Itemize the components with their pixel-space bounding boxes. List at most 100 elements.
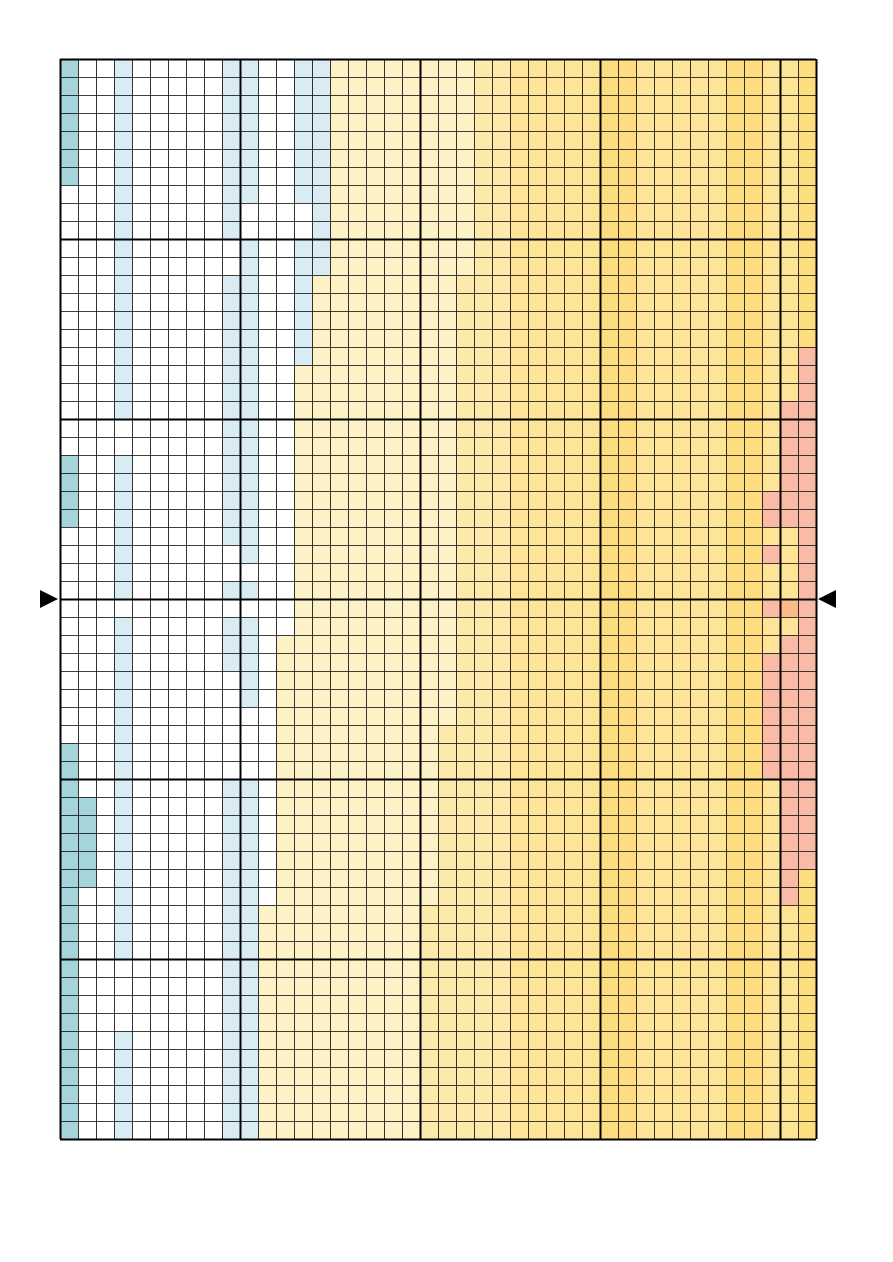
stitch-cell xyxy=(510,905,528,923)
stitch-cell xyxy=(96,1013,114,1031)
stitch-cell xyxy=(312,599,330,617)
stitch-cell xyxy=(798,977,816,995)
stitch-cell xyxy=(636,941,654,959)
stitch-cell xyxy=(258,275,276,293)
stitch-cell xyxy=(276,1013,294,1031)
stitch-cell xyxy=(348,527,366,545)
stitch-cell xyxy=(132,149,150,167)
stitch-cell xyxy=(546,59,564,77)
stitch-cell xyxy=(708,167,726,185)
stitch-cell xyxy=(132,419,150,437)
stitch-cell xyxy=(348,167,366,185)
stitch-cell xyxy=(258,401,276,419)
stitch-cell xyxy=(96,131,114,149)
stitch-cell xyxy=(510,275,528,293)
stitch-cell xyxy=(240,59,258,77)
stitch-cell xyxy=(168,1085,186,1103)
stitch-cell xyxy=(654,365,672,383)
stitch-cell xyxy=(420,815,438,833)
stitch-cell xyxy=(78,815,96,833)
stitch-cell xyxy=(798,851,816,869)
stitch-cell xyxy=(294,923,312,941)
stitch-cell xyxy=(492,869,510,887)
stitch-cell xyxy=(150,1121,168,1139)
stitch-cell xyxy=(114,131,132,149)
stitch-cell xyxy=(366,1049,384,1067)
stitch-cell xyxy=(420,725,438,743)
stitch-cell xyxy=(204,1031,222,1049)
stitch-cell xyxy=(492,671,510,689)
stitch-cell xyxy=(150,581,168,599)
stitch-cell xyxy=(708,95,726,113)
stitch-cell xyxy=(582,959,600,977)
stitch-cell xyxy=(474,347,492,365)
stitch-cell xyxy=(258,563,276,581)
stitch-cell xyxy=(708,1085,726,1103)
stitch-cell xyxy=(384,617,402,635)
stitch-cell xyxy=(312,905,330,923)
stitch-cell xyxy=(456,149,474,167)
stitch-cell xyxy=(402,437,420,455)
stitch-cell xyxy=(474,401,492,419)
stitch-cell xyxy=(492,1067,510,1085)
stitch-cell xyxy=(636,185,654,203)
stitch-cell xyxy=(186,995,204,1013)
stitch-cell xyxy=(744,95,762,113)
stitch-cell xyxy=(744,617,762,635)
stitch-cell xyxy=(366,833,384,851)
stitch-cell xyxy=(276,113,294,131)
stitch-cell xyxy=(348,563,366,581)
stitch-cell xyxy=(60,833,78,851)
stitch-cell xyxy=(438,725,456,743)
stitch-cell xyxy=(240,869,258,887)
stitch-cell xyxy=(618,545,636,563)
stitch-cell xyxy=(492,1013,510,1031)
stitch-cell xyxy=(240,491,258,509)
stitch-cell xyxy=(168,383,186,401)
stitch-cell xyxy=(114,1121,132,1139)
stitch-cell xyxy=(384,491,402,509)
stitch-cell xyxy=(222,599,240,617)
stitch-cell xyxy=(600,131,618,149)
stitch-cell xyxy=(636,455,654,473)
stitch-cell xyxy=(582,383,600,401)
stitch-cell xyxy=(132,581,150,599)
stitch-cell xyxy=(510,401,528,419)
stitch-cell xyxy=(438,1013,456,1031)
stitch-cell xyxy=(636,149,654,167)
stitch-cell xyxy=(420,203,438,221)
stitch-cell xyxy=(618,1103,636,1121)
stitch-cell xyxy=(168,1031,186,1049)
stitch-cell xyxy=(330,437,348,455)
stitch-cell xyxy=(582,617,600,635)
stitch-cell xyxy=(258,509,276,527)
stitch-cell xyxy=(798,275,816,293)
stitch-cell xyxy=(654,941,672,959)
stitch-cell xyxy=(330,1121,348,1139)
stitch-cell xyxy=(528,833,546,851)
stitch-cell xyxy=(384,221,402,239)
stitch-cell xyxy=(294,437,312,455)
stitch-cell xyxy=(384,815,402,833)
stitch-cell xyxy=(240,689,258,707)
stitch-cell xyxy=(492,437,510,455)
stitch-cell xyxy=(510,563,528,581)
stitch-cell xyxy=(294,509,312,527)
stitch-cell xyxy=(384,851,402,869)
stitch-cell xyxy=(600,1013,618,1031)
stitch-cell xyxy=(528,491,546,509)
stitch-cell xyxy=(546,905,564,923)
stitch-cell xyxy=(114,689,132,707)
stitch-cell xyxy=(60,113,78,131)
stitch-cell xyxy=(384,545,402,563)
stitch-cell xyxy=(114,203,132,221)
stitch-cell xyxy=(312,923,330,941)
stitch-cell xyxy=(744,581,762,599)
stitch-cell xyxy=(204,77,222,95)
stitch-cell xyxy=(528,59,546,77)
stitch-cell xyxy=(546,995,564,1013)
stitch-cell xyxy=(420,365,438,383)
stitch-cell xyxy=(456,671,474,689)
stitch-cell xyxy=(312,545,330,563)
stitch-cell xyxy=(96,977,114,995)
